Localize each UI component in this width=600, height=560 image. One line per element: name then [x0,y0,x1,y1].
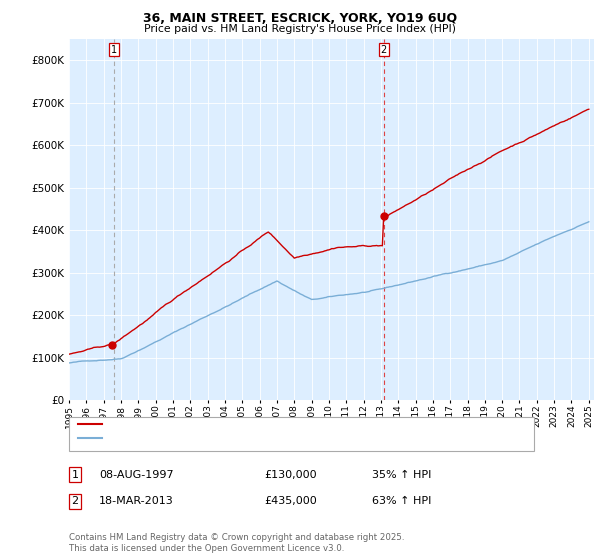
Text: Contains HM Land Registry data © Crown copyright and database right 2025.: Contains HM Land Registry data © Crown c… [69,533,404,542]
Text: 1: 1 [110,45,117,55]
Text: This data is licensed under the Open Government Licence v3.0.: This data is licensed under the Open Gov… [69,544,344,553]
Text: HPI: Average price, detached house, North Yorkshire: HPI: Average price, detached house, Nort… [108,433,368,444]
Text: 2: 2 [380,45,387,55]
Text: £435,000: £435,000 [264,496,317,506]
Text: 2: 2 [71,496,79,506]
Text: 35% ↑ HPI: 35% ↑ HPI [372,470,431,480]
Text: 08-AUG-1997: 08-AUG-1997 [99,470,173,480]
Text: 36, MAIN STREET, ESCRICK, YORK, YO19 6UQ: 36, MAIN STREET, ESCRICK, YORK, YO19 6UQ [143,12,457,25]
Text: 18-MAR-2013: 18-MAR-2013 [99,496,174,506]
Text: 1: 1 [71,470,79,480]
Text: 36, MAIN STREET, ESCRICK, YORK, YO19 6UQ (detached house): 36, MAIN STREET, ESCRICK, YORK, YO19 6UQ… [108,419,423,429]
Text: £130,000: £130,000 [264,470,317,480]
Text: 63% ↑ HPI: 63% ↑ HPI [372,496,431,506]
Text: Price paid vs. HM Land Registry's House Price Index (HPI): Price paid vs. HM Land Registry's House … [144,24,456,34]
